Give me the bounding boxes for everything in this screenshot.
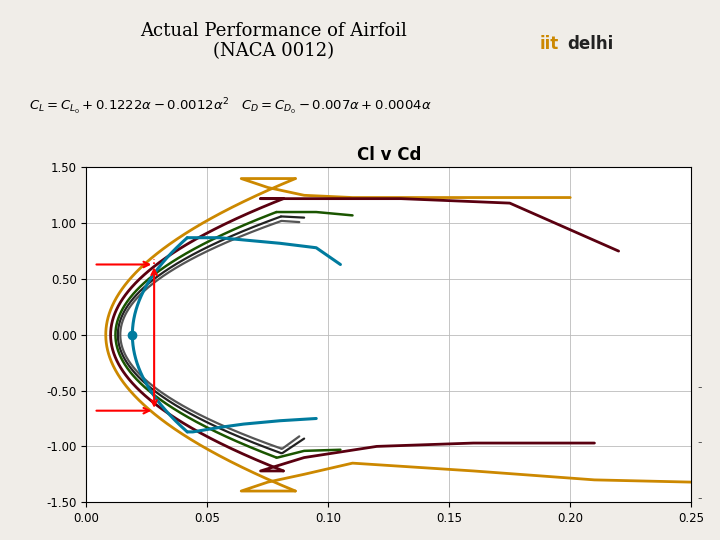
Text: -: - <box>697 436 702 449</box>
Text: iit: iit <box>540 35 559 53</box>
Text: $C_L = C_{L_0} + 0.1222\alpha - 0.0012\alpha^2$   $C_D = C_{D_0} - 0.007\alpha +: $C_L = C_{L_0} + 0.1222\alpha - 0.0012\a… <box>29 97 431 117</box>
Text: -: - <box>697 381 702 394</box>
Text: Actual Performance of Airfoil
(NACA 0012): Actual Performance of Airfoil (NACA 0012… <box>140 22 407 60</box>
Title: Cl v Cd: Cl v Cd <box>356 146 421 165</box>
Text: delhi: delhi <box>567 35 613 53</box>
Text: -: - <box>697 492 702 505</box>
